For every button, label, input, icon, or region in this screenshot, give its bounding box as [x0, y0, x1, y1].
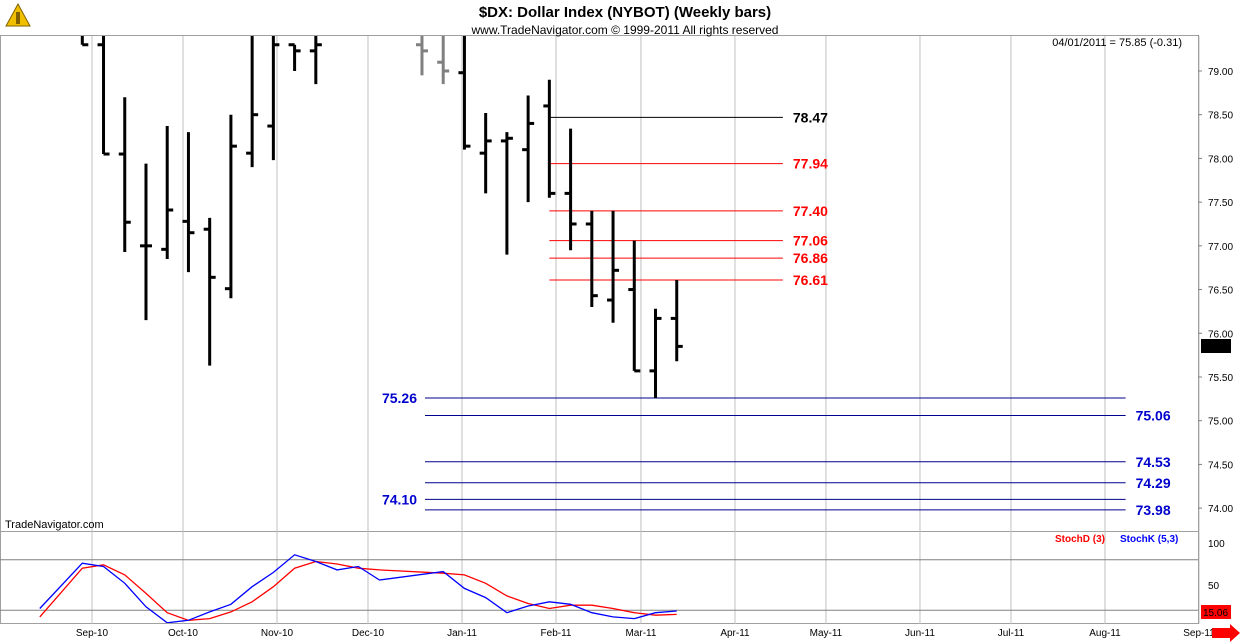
ohlc-bar [479, 112, 492, 194]
scroll-right-arrow-icon[interactable] [1212, 624, 1240, 642]
x-tick-label: Feb-11 [541, 628, 572, 639]
ohlc-bar [458, 36, 471, 150]
ohlc-bar [437, 36, 450, 85]
ohlc-bars [80, 36, 683, 398]
ohlc-bar [246, 36, 259, 168]
ohlc-bar [182, 132, 195, 273]
level-label: 76.61 [793, 272, 828, 288]
ohlc-bar [628, 240, 641, 373]
ohlc-bar [649, 308, 662, 398]
copyright-notice: www.TradeNavigator.com © 1999-2011 All r… [471, 23, 779, 37]
level-label: 74.53 [1136, 454, 1171, 470]
x-tick-label: Jul-11 [998, 628, 1025, 639]
ohlc-bar [118, 97, 131, 252]
stochastic-lines [0, 554, 1198, 623]
level-label: 75.26 [382, 390, 417, 406]
x-tick-label: May-11 [810, 628, 843, 639]
ohlc-bar [500, 132, 513, 255]
y-tick-label: 74.50 [1208, 460, 1233, 471]
chart-title: $DX: Dollar Index (NYBOT) (Weekly bars) [479, 4, 771, 21]
ohlc-bar [607, 210, 620, 323]
level-label: 77.94 [793, 156, 828, 172]
level-label: 76.86 [793, 250, 828, 266]
x-tick-label: Mar-11 [625, 628, 656, 639]
ohlc-bar [139, 163, 152, 321]
legend-stoch-d: StochD (3) [1055, 534, 1105, 545]
ohlc-bar [161, 126, 174, 259]
y-tick-label: 77.00 [1208, 242, 1233, 253]
y-tick-label: 75.50 [1208, 373, 1233, 384]
ohlc-bar [309, 36, 322, 85]
ohlc-bar [522, 95, 535, 203]
x-tick-label: Jun-11 [905, 628, 935, 639]
ohlc-bar [288, 43, 301, 71]
last-quote: 04/01/2011 = 75.85 (-0.31) [1052, 37, 1182, 49]
y-tick-label: 79.00 [1208, 67, 1233, 78]
y-tick-label: 74.00 [1208, 504, 1233, 515]
y-tick-label: 76.50 [1208, 286, 1233, 297]
level-label: 74.10 [382, 491, 417, 507]
x-tick-label: Sep-11 [1183, 628, 1215, 639]
y-tick-label: 75.00 [1208, 417, 1233, 428]
price-tag [1201, 339, 1231, 353]
y-tick-label: 78.50 [1208, 111, 1233, 122]
level-label: 73.98 [1136, 502, 1171, 518]
ohlc-bar [670, 279, 683, 362]
x-tick-label: Dec-10 [352, 628, 385, 639]
level-label: 77.40 [793, 203, 828, 219]
ohlc-bar [203, 217, 216, 366]
ohlc-bar [224, 114, 237, 299]
stoch-tag [1201, 605, 1231, 619]
ohlc-bar [585, 210, 598, 308]
x-tick-label: Jan-11 [447, 628, 477, 639]
price-tag-text: 75.85 [1203, 342, 1228, 353]
ohlc-bar [415, 36, 428, 76]
axes: Sep-10 Oct-10 Nov-10 Dec-10 Jan-11 Feb-11 Mar-… [76, 67, 1234, 639]
ohlc-bar [543, 79, 556, 198]
x-tick-label: Sep-10 [76, 628, 109, 639]
ohlc-bar [267, 36, 280, 161]
level-label: 77.06 [793, 233, 828, 249]
y-tick-label: 77.50 [1208, 198, 1233, 209]
y-tick-label: 76.00 [1208, 329, 1233, 340]
stochastic-panel [0, 531, 1199, 624]
stoch-d-line [39, 560, 677, 621]
month-gridlines [91, 36, 1200, 624]
ohlc-bar [564, 128, 577, 251]
level-label: 78.47 [793, 109, 828, 125]
x-tick-label: Oct-10 [168, 628, 198, 639]
stoch-y-tick-label: 100 [1208, 539, 1225, 550]
stoch-k-line [39, 554, 677, 623]
watermark: TradeNavigator.com [5, 519, 104, 531]
level-label: 75.06 [1136, 407, 1171, 423]
x-tick-label: Nov-10 [261, 628, 294, 639]
level-label: 74.29 [1136, 475, 1171, 491]
stoch-y-tick-label: 50 [1208, 581, 1220, 592]
ohlc-bar [80, 36, 89, 47]
stoch-tag-text: 15.06 [1203, 608, 1228, 619]
x-tick-label: Apr-11 [720, 628, 750, 639]
price-panel [0, 35, 1199, 532]
y-tick-label: 78.00 [1208, 154, 1233, 165]
logo-icon [5, 2, 31, 27]
ohlc-bar [97, 36, 110, 156]
legend-stoch-k: StochK (5,3) [1120, 534, 1178, 545]
x-tick-label: Aug-11 [1089, 628, 1121, 639]
